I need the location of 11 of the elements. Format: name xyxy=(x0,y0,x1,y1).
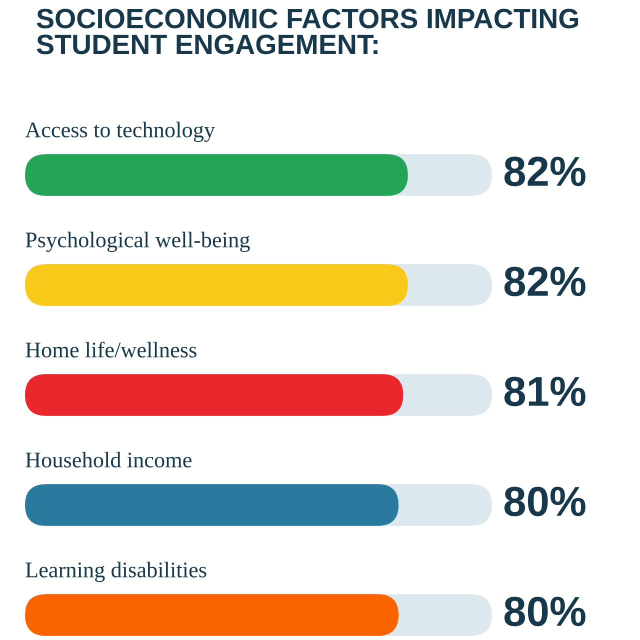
y-tick-label: Psychological well-being xyxy=(26,232,250,252)
y-tick-label: Learning disabilities xyxy=(26,562,206,582)
data-label: 80% xyxy=(504,596,586,626)
y-tick-label: Access to technology xyxy=(25,122,215,142)
data-label: 80% xyxy=(504,486,586,516)
chart-title: SOCIOECONOMIC FACTORS IMPACTING STUDENT ENGAGEMENT: xyxy=(36,8,578,54)
y-tick-label: Household income xyxy=(26,452,192,468)
data-label: 81% xyxy=(504,376,586,406)
y-tick-label: Home life/wellness xyxy=(26,342,196,358)
data-label: 82% xyxy=(504,266,586,296)
data-label: 82% xyxy=(504,156,586,186)
